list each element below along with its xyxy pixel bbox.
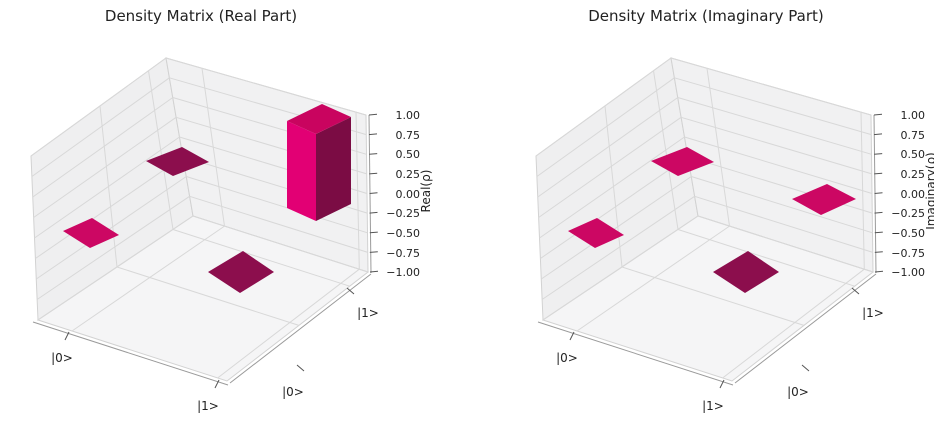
real-z-tick-label-0: 1.00 xyxy=(396,109,421,122)
real-x-tick-label-0: |0> xyxy=(51,351,73,365)
imag-x-tick-marks xyxy=(569,331,725,389)
imag-y-tick-label-1: |1> xyxy=(862,306,884,320)
plot-real-part: Density Matrix (Real Part) 1.00 0.75 0.5… xyxy=(30,7,433,413)
imag-grid-z-left-wall xyxy=(535,57,699,321)
imag-tile-0-0 xyxy=(568,218,624,248)
real-x-tick-label-1: |1> xyxy=(197,399,219,413)
imag-z-tick-label-2: 0.50 xyxy=(901,148,926,161)
real-tile-1-0 xyxy=(208,251,274,293)
imag-tile-1-1 xyxy=(792,184,856,215)
real-z-tick-label-2: 0.50 xyxy=(396,148,421,161)
real-bar-1-1-top-face xyxy=(287,104,351,134)
imag-z-tick-label-7: −0.75 xyxy=(891,247,925,260)
real-z-tick-label-1: 0.75 xyxy=(396,129,421,142)
real-grid-z-left-wall xyxy=(30,57,194,321)
imag-z-axis-label: Imaginary(ρ) xyxy=(924,152,934,230)
imag-z-tick-label-3: 0.25 xyxy=(901,168,926,181)
imag-plot-title: Density Matrix (Imaginary Part) xyxy=(588,7,824,25)
imag-grid-z-back-wall xyxy=(670,57,874,273)
imag-x-tick-label-0: |0> xyxy=(556,351,578,365)
real-y-tick-marks xyxy=(296,287,355,372)
real-y-axis-line xyxy=(229,273,372,384)
imag-z-tick-label-0: 1.00 xyxy=(901,109,926,122)
imag-y-tick-marks xyxy=(801,287,860,372)
real-z-tick-label-4: 0.00 xyxy=(396,188,421,201)
imag-z-tick-label-4: 0.00 xyxy=(901,188,926,201)
imag-y-axis-line xyxy=(734,273,877,384)
real-grid-vertical-walls xyxy=(99,68,360,270)
real-grid-floor xyxy=(71,225,360,379)
real-bar-1-1-front-face xyxy=(287,121,316,221)
real-z-tick-label-6: −0.50 xyxy=(386,227,420,240)
real-z-tick-label-5: −0.25 xyxy=(386,207,420,220)
real-z-tick-marks xyxy=(368,113,379,273)
real-x-axis-line xyxy=(32,321,229,386)
imag-tile-0-1 xyxy=(651,147,714,176)
real-z-tick-label-7: −0.75 xyxy=(386,247,420,260)
real-tile-0-1 xyxy=(146,147,209,176)
imag-grid-floor xyxy=(576,225,865,379)
imag-x-tick-label-1: |1> xyxy=(702,399,724,413)
plot-imaginary-part: Density Matrix (Imaginary Part) 1.00 0.7… xyxy=(535,7,934,413)
imag-z-tick-label-8: −1.00 xyxy=(891,266,925,279)
real-tile-0-0 xyxy=(63,218,119,248)
real-z-tick-label-8: −1.00 xyxy=(386,266,420,279)
real-z-axis-label: Real(ρ) xyxy=(419,170,433,213)
real-y-tick-label-0: |0> xyxy=(282,385,304,399)
real-x-tick-marks xyxy=(64,331,220,389)
imag-z-tick-label-5: −0.25 xyxy=(891,207,925,220)
imag-grid-vertical-walls xyxy=(604,68,865,270)
imag-z-axis-line xyxy=(873,114,877,274)
real-z-axis-line xyxy=(368,114,372,274)
real-grid-z-back-wall xyxy=(165,57,369,273)
imag-x-axis-line xyxy=(537,321,734,386)
imag-y-tick-label-0: |0> xyxy=(787,385,809,399)
imag-z-tick-label-1: 0.75 xyxy=(901,129,926,142)
real-plot-title: Density Matrix (Real Part) xyxy=(105,7,297,25)
real-y-tick-label-1: |1> xyxy=(357,306,379,320)
real-bar-1-1-side-face xyxy=(316,117,351,221)
imag-z-tick-marks xyxy=(873,113,884,273)
imag-tile-1-0 xyxy=(713,251,779,293)
real-z-tick-label-3: 0.25 xyxy=(396,168,421,181)
imag-z-tick-label-6: −0.50 xyxy=(891,227,925,240)
